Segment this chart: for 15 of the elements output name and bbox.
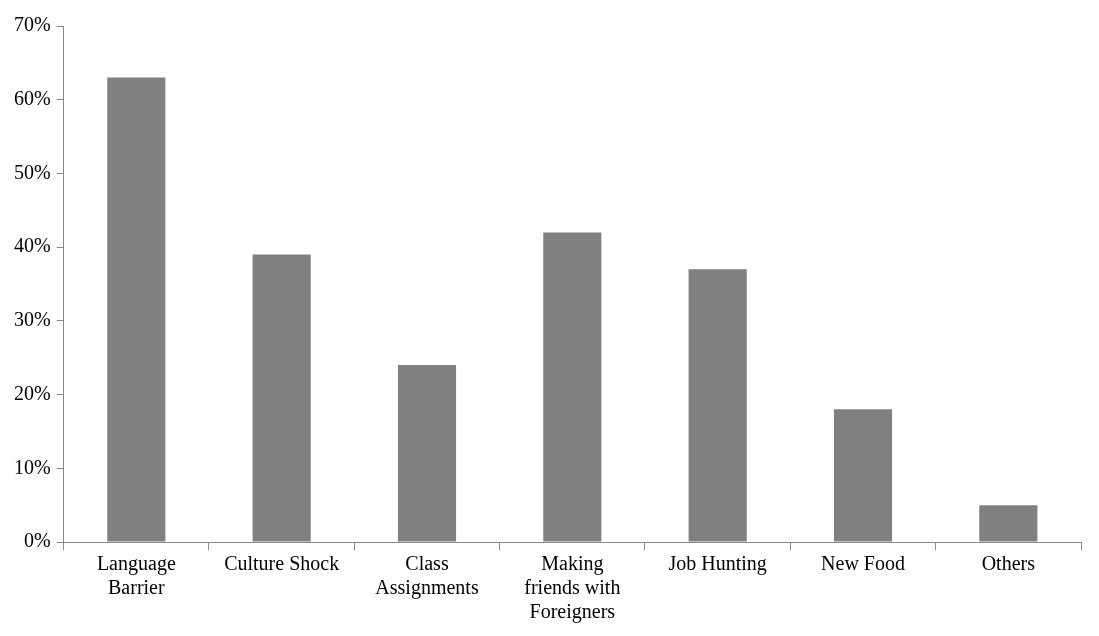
x-tick-label: Language Barrier: [96, 552, 176, 599]
y-tick-label: 60%: [13, 86, 51, 109]
y-tick-label: 70%: [13, 13, 51, 36]
y-tick-label: 30%: [13, 308, 51, 331]
x-tick-label: Culture Shock: [224, 552, 340, 575]
x-tick-label: Job Hunting: [668, 552, 767, 576]
y-tick-label: 0%: [23, 529, 51, 552]
x-tick-label: Making friends with Foreigners: [524, 552, 621, 624]
y-tick-label: 10%: [13, 455, 51, 478]
y-tick-label: 40%: [13, 234, 51, 257]
x-tick-label: New Food: [821, 552, 905, 575]
y-tick-label: 20%: [13, 381, 51, 404]
x-tick-label: Class Assignments: [375, 552, 479, 600]
y-tick-label: 50%: [13, 160, 51, 183]
x-tick-label: Others: [981, 552, 1036, 575]
